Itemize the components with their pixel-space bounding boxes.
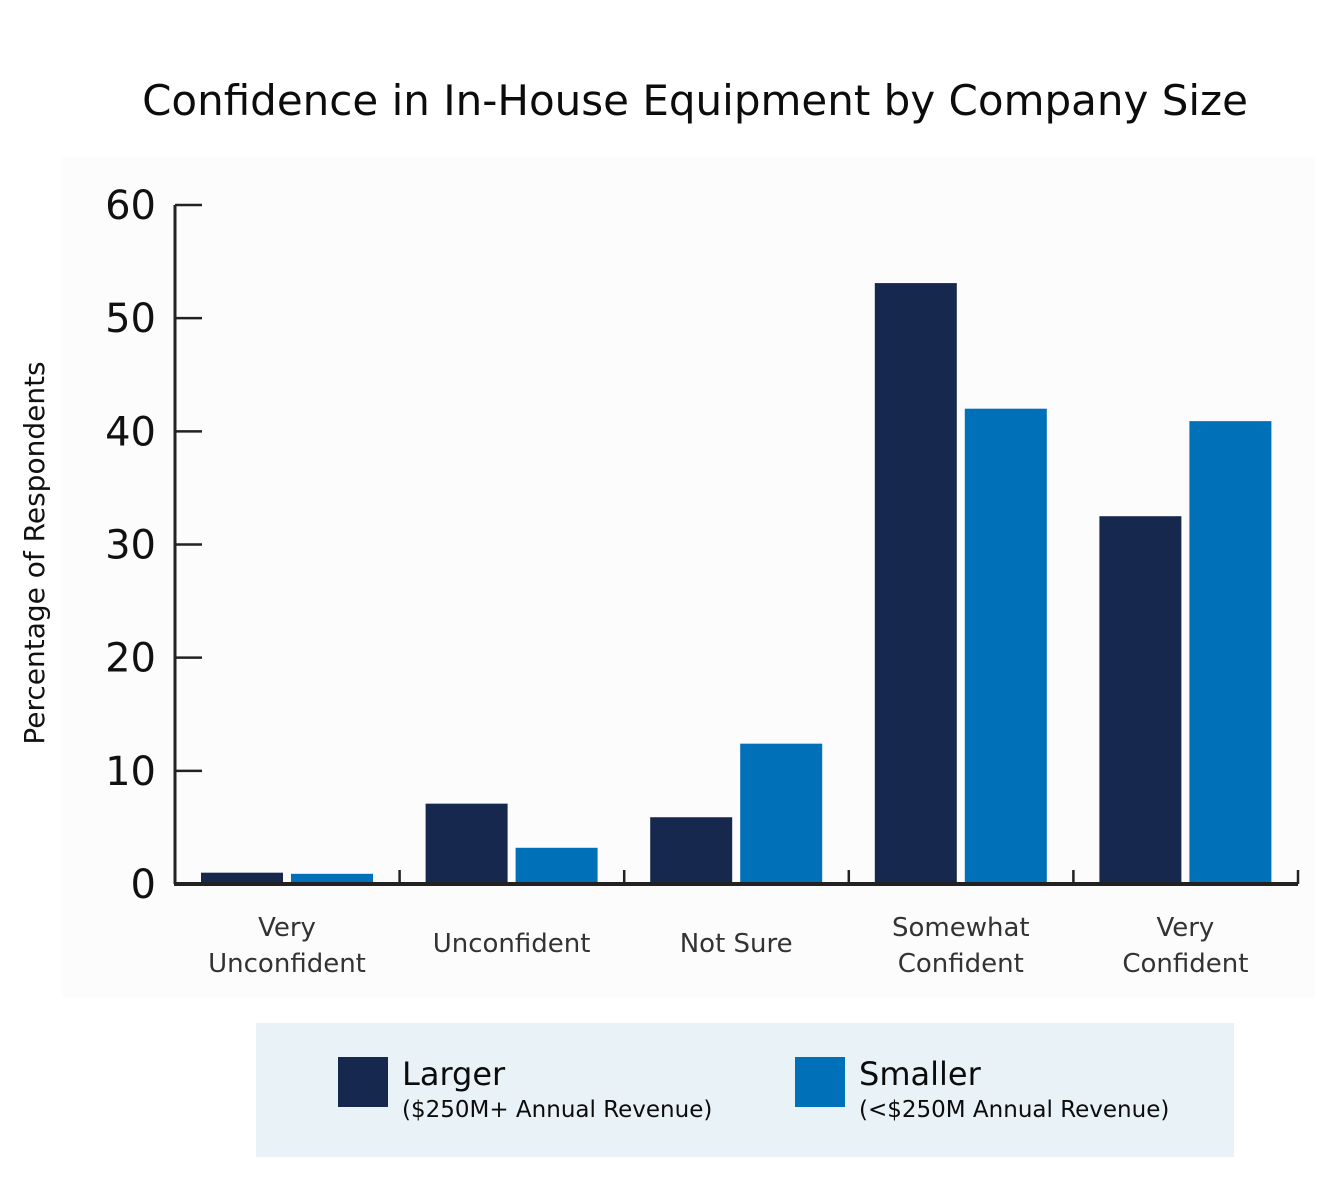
x-axis: Very Unconfident Unconfident Not Sure Somewh…: [174, 870, 1300, 979]
y-tick-label: 0: [131, 862, 156, 908]
bar-smaller-0: [291, 873, 373, 884]
x-tick-label-line: Very: [1156, 913, 1214, 943]
y-tick-label: 50: [105, 296, 156, 342]
bar-smaller-4: [1189, 421, 1272, 884]
bar-larger-0: [201, 872, 283, 884]
bar-smaller-3: [964, 408, 1047, 884]
chart-title: Confidence in In-House Equipment by Comp…: [142, 76, 1248, 125]
bar-larger-2: [650, 817, 733, 884]
bars: [201, 283, 1272, 885]
y-tick-label: 30: [105, 523, 156, 569]
legend-swatch-smaller: [795, 1057, 845, 1107]
bar-smaller-1: [515, 847, 598, 884]
x-tick-label: Very Unconfident: [208, 913, 366, 979]
y-axis: 0 10 20 30 40 50 60: [105, 183, 202, 908]
legend-description-smaller: (<$250M Annual Revenue): [859, 1097, 1170, 1123]
bar-smaller-2: [740, 743, 823, 884]
bar-larger-1: [425, 803, 508, 884]
x-tick-label: Very Confident: [1122, 913, 1248, 979]
y-axis-label: Percentage of Respondents: [18, 361, 51, 744]
x-tick-label: Somewhat Confident: [892, 913, 1030, 979]
x-tick-label-line: Very: [258, 913, 316, 943]
legend-description-larger: ($250M+ Annual Revenue): [402, 1097, 713, 1123]
x-tick-label: Unconfident: [433, 929, 591, 959]
y-tick-label: 40: [105, 409, 156, 455]
x-tick-label-line: Unconfident: [208, 949, 366, 979]
x-tick-label-line: Not Sure: [680, 929, 793, 959]
bar-larger-4: [1099, 516, 1182, 884]
y-tick-label: 60: [105, 183, 156, 229]
legend-label-larger: Larger: [402, 1055, 506, 1093]
bar-chart: Percentage of Respondents 0102030405060 …: [18, 183, 1300, 979]
x-tick-label-line: Somewhat: [892, 913, 1030, 943]
y-tick-label: 10: [105, 749, 156, 795]
x-tick-label-line: Unconfident: [433, 929, 591, 959]
legend: Larger ($250M+ Annual Revenue) Smaller (…: [256, 1023, 1234, 1157]
x-tick-label-line: Confident: [898, 949, 1024, 979]
x-tick-label-line: Confident: [1122, 949, 1248, 979]
legend-swatch-larger: [338, 1057, 388, 1107]
x-tick-label: Not Sure: [680, 929, 793, 959]
bar-larger-3: [874, 283, 957, 885]
legend-label-smaller: Smaller: [859, 1055, 981, 1093]
y-tick-label: 20: [105, 636, 156, 682]
